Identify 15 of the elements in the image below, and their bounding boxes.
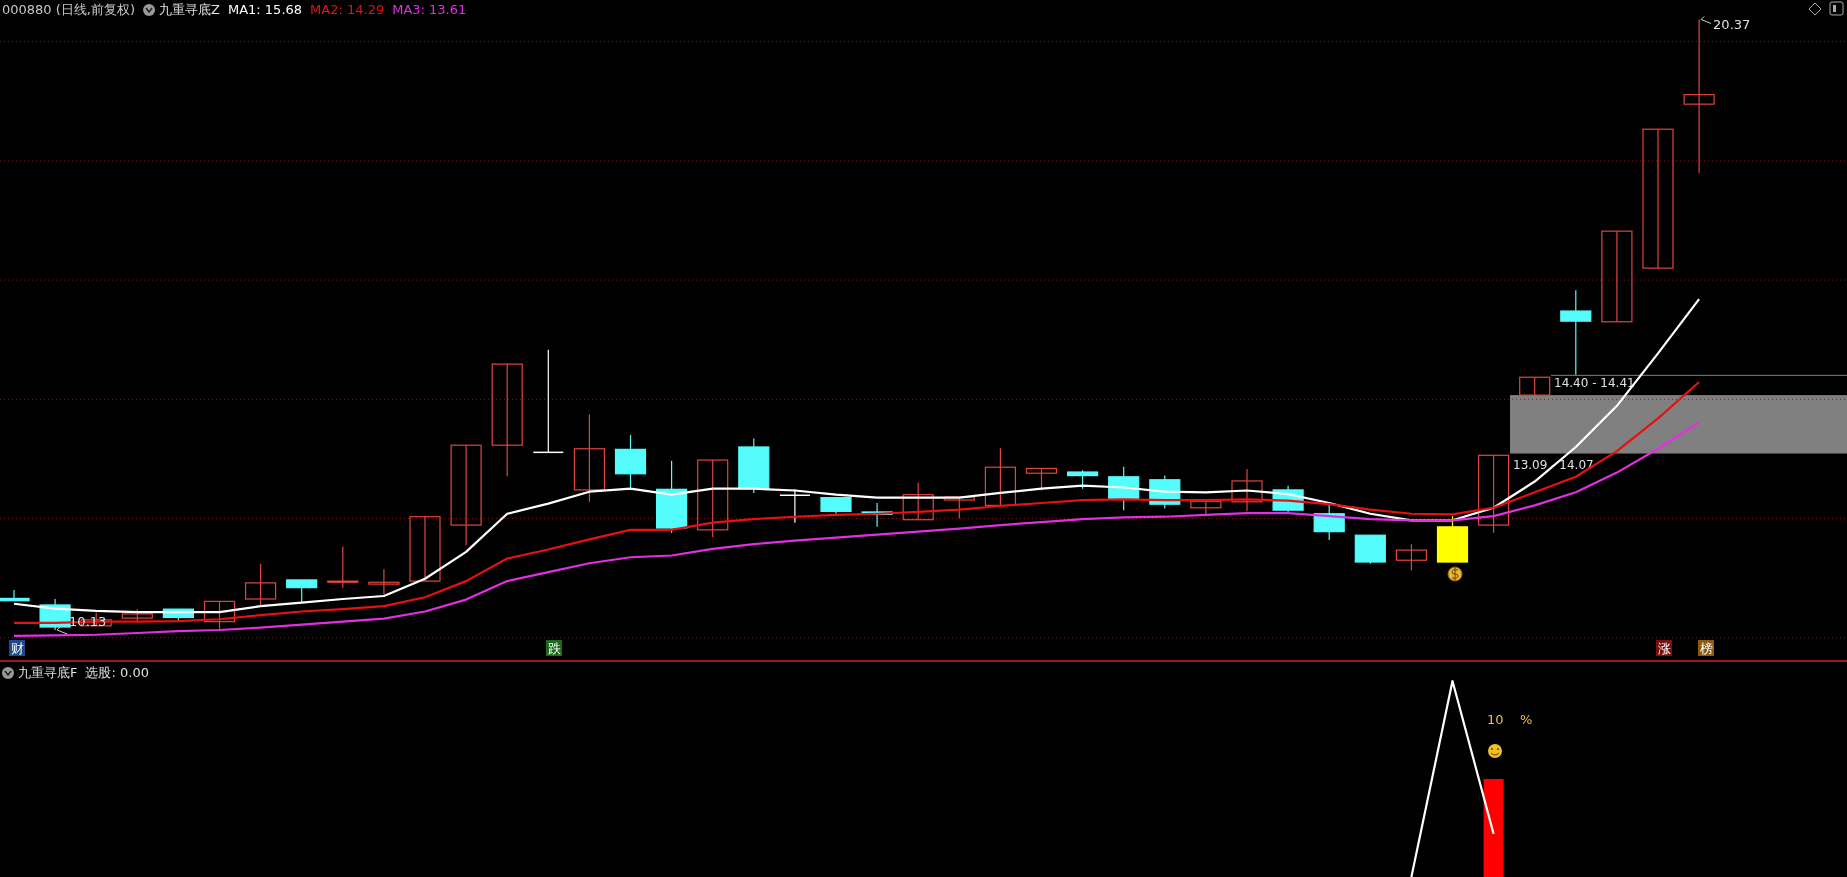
band-label: 14.40 - 14.41 <box>1554 376 1635 391</box>
chart-subtitle: 选股: 0.00 <box>85 665 149 680</box>
text: MA3: 13.61 <box>392 2 467 17</box>
text: MA2: 14.29 <box>310 2 385 17</box>
text: MA1: 15.68 <box>227 2 303 17</box>
annotation: 20.37 <box>1713 16 1751 32</box>
text: 财 <box>10 641 24 656</box>
annotation: 10 % <box>1487 712 1533 727</box>
band-label: 13.09 - 14.07 <box>1513 457 1594 472</box>
text: 榜 <box>1699 641 1713 656</box>
text: 跌 <box>547 641 561 656</box>
chart-title: 九重寻底F <box>18 665 78 680</box>
chart-title: 000880 (日线,前复权) <box>2 2 136 17</box>
text: 涨 <box>1657 641 1671 656</box>
chart-subtitle: 九重寻底Z <box>159 2 221 17</box>
